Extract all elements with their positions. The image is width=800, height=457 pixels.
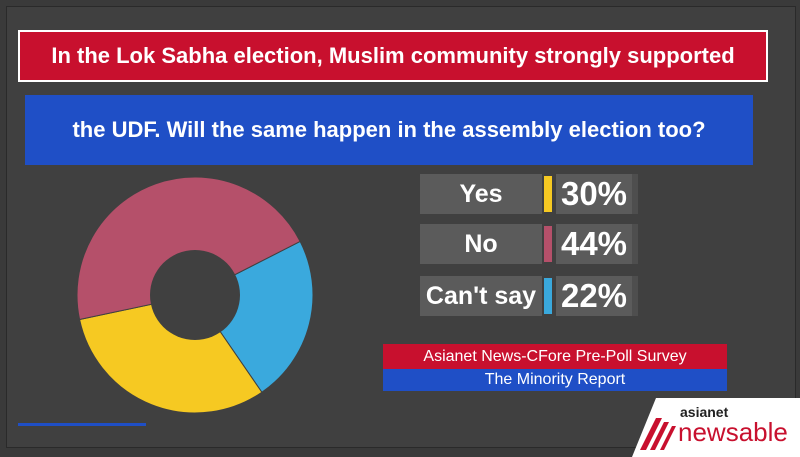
legend-label-cant-say: Can't say [420, 276, 542, 316]
newsable-logo: asianet newsable [632, 398, 800, 457]
legend-swatch-yes [544, 176, 552, 212]
logo-background [632, 398, 800, 457]
legend-swatch-no [544, 226, 552, 262]
title-line-1: In the Lok Sabha election, Muslim commun… [18, 30, 768, 82]
donut-slice-can-t-say [194, 240, 314, 393]
legend-label-yes: Yes [420, 174, 542, 214]
legend-edge [632, 224, 638, 264]
accent-line [18, 423, 146, 426]
logo-text-top: asianet [680, 404, 729, 420]
donut-slice-no [76, 176, 301, 321]
legend-label-no: No [420, 224, 542, 264]
logo-text-bottom: newsable [678, 417, 788, 447]
logo-mark [640, 418, 676, 450]
legend-edge [632, 276, 638, 316]
legend-value-yes: 30% [556, 174, 632, 214]
donut-slice-yes [78, 294, 263, 414]
source-line-2: The Minority Report [383, 369, 727, 391]
legend-edge [632, 174, 638, 214]
legend-value-no: 44% [556, 224, 632, 264]
legend-swatch-cant-say [544, 278, 552, 314]
source-line-1: Asianet News-CFore Pre-Poll Survey [383, 344, 727, 369]
title-line-2: the UDF. Will the same happen in the ass… [25, 95, 753, 165]
legend-value-cant-say: 22% [556, 276, 632, 316]
donut-hole [150, 250, 240, 340]
donut-chart [76, 176, 314, 414]
